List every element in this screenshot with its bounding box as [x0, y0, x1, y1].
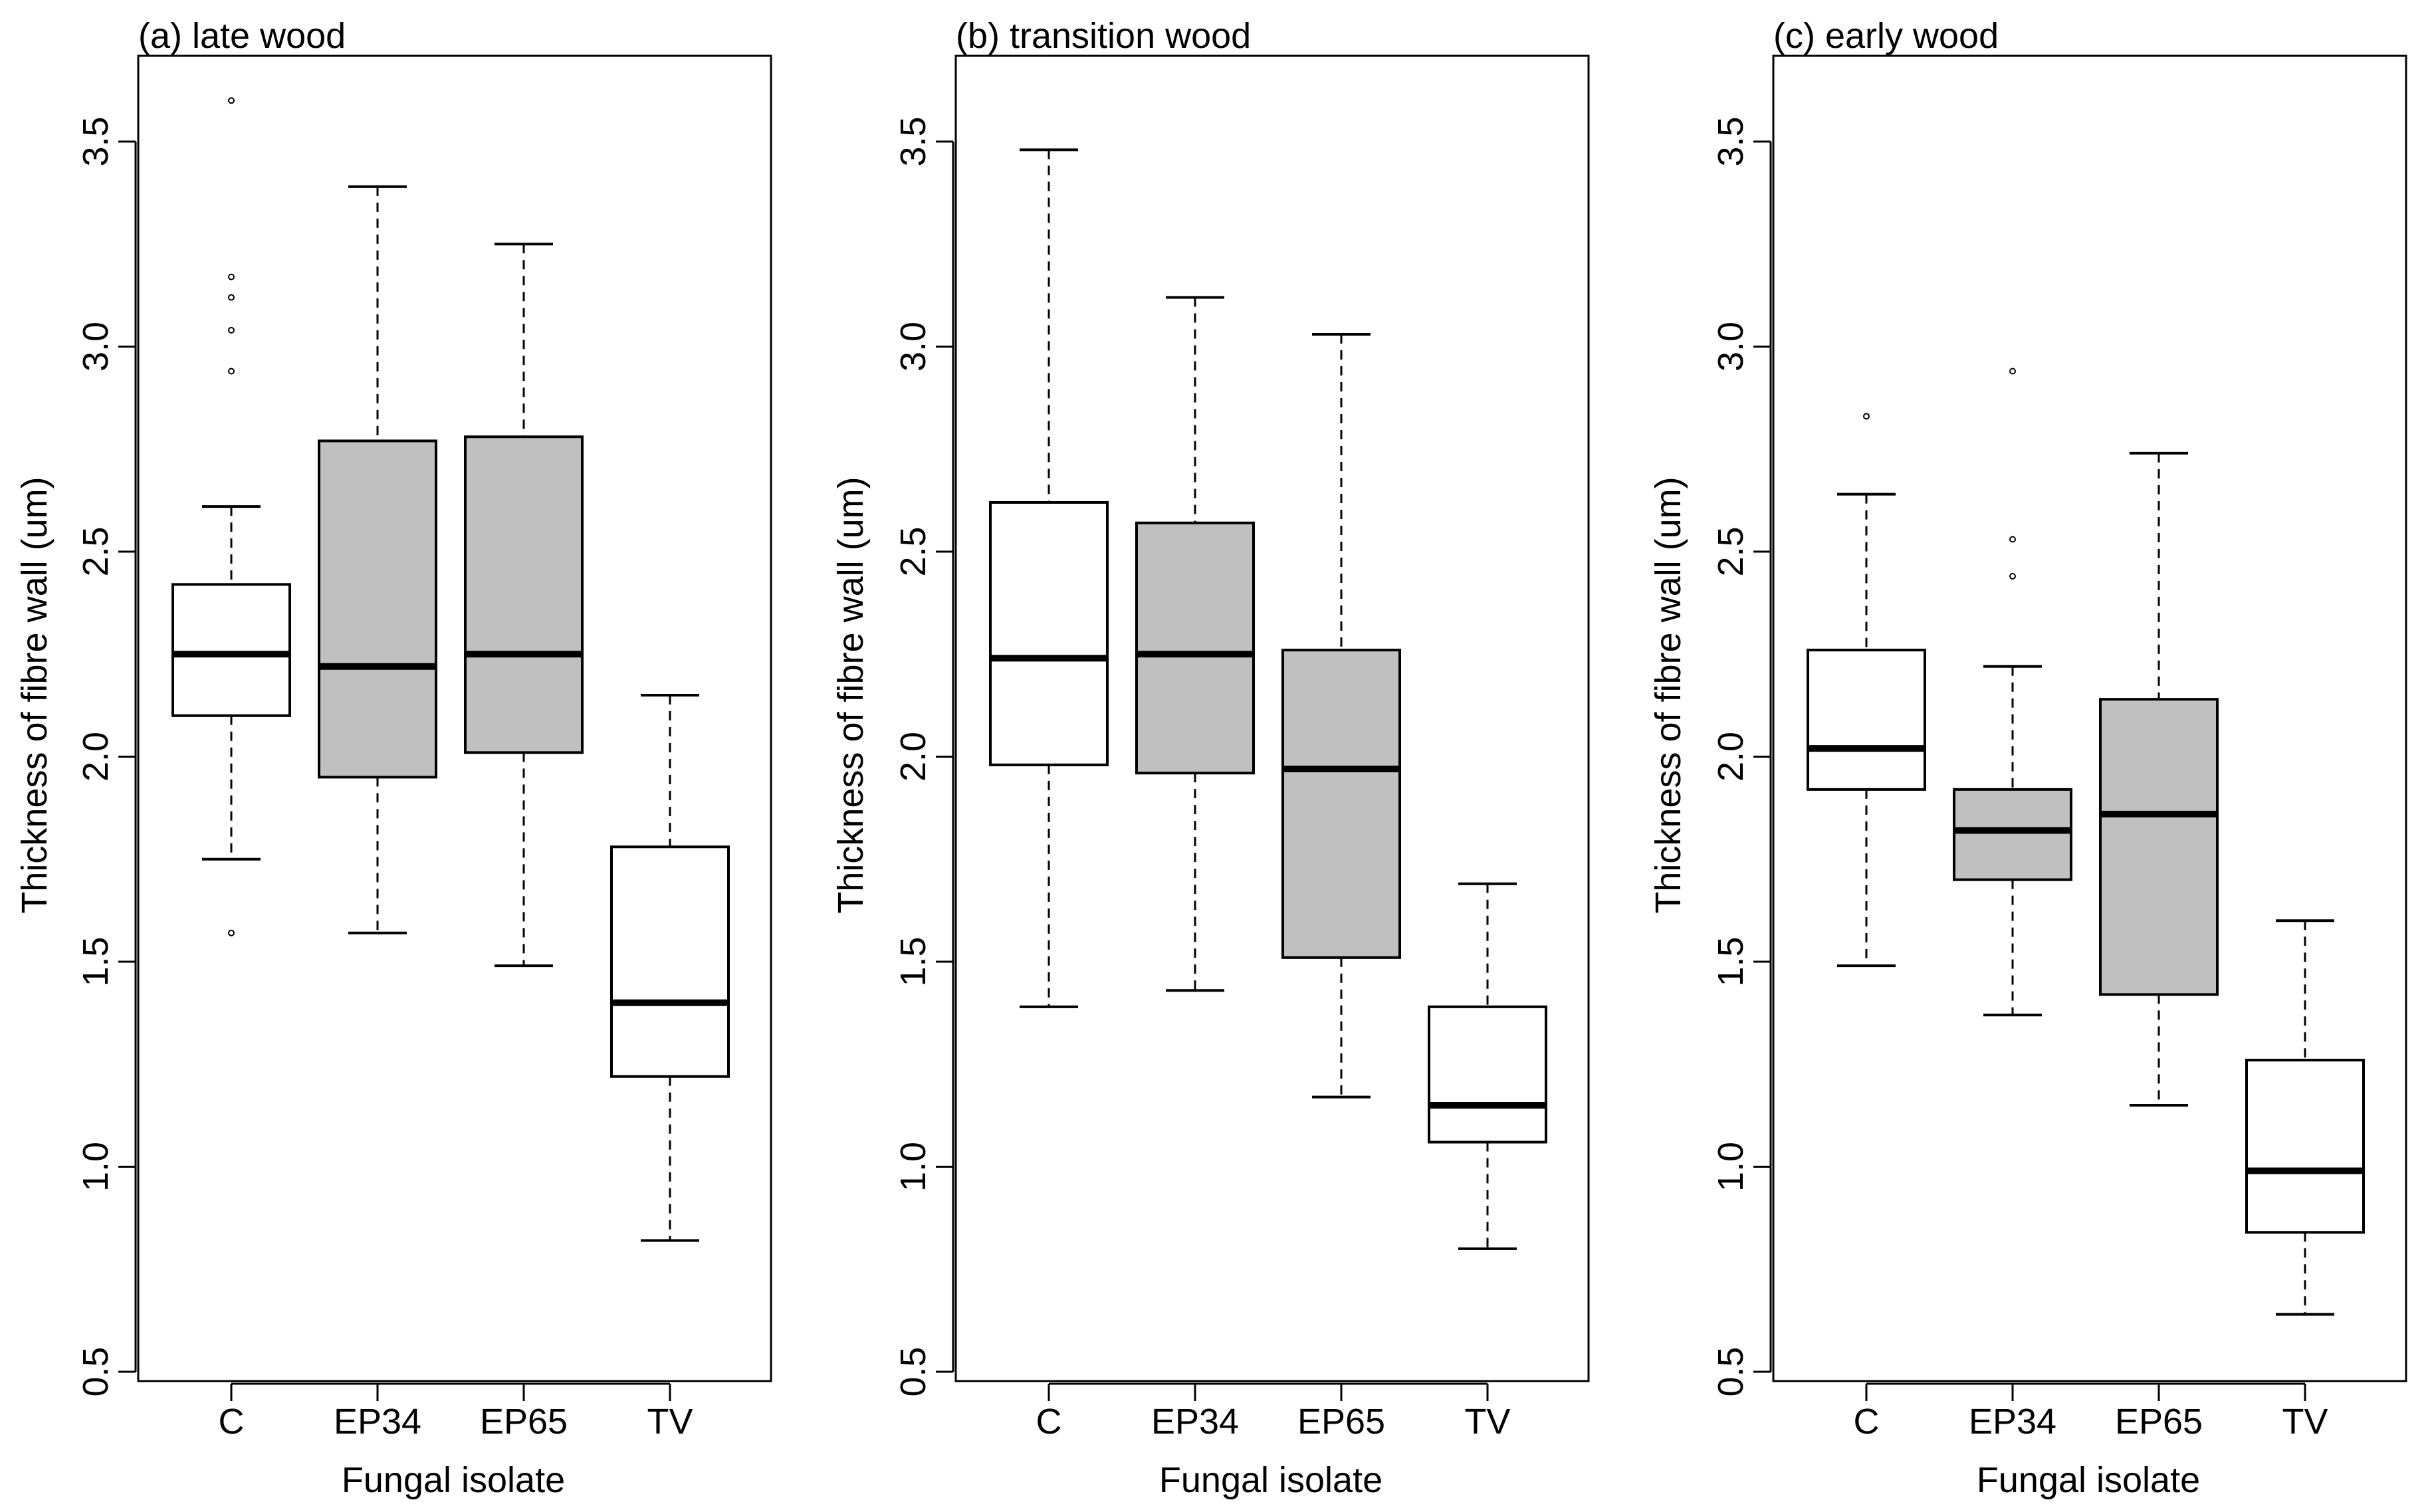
- outlier-point: [2009, 536, 2016, 543]
- x-tick-label: EP65: [1297, 1402, 1385, 1442]
- x-tick-label: EP34: [334, 1402, 421, 1442]
- y-tick-label: 0.5: [893, 1347, 933, 1396]
- y-tick-label: 2.5: [76, 526, 116, 576]
- y-axis-label: Thickness of fibre wall (um): [831, 477, 871, 913]
- y-tick-label: 2.0: [1711, 732, 1751, 782]
- y-tick-label: 3.0: [893, 322, 933, 372]
- iqr-box: [989, 500, 1109, 766]
- box-c: [1807, 413, 1926, 968]
- outlier-point: [228, 368, 235, 375]
- y-tick-label: 2.0: [76, 732, 116, 782]
- box-ep34: [1953, 368, 2072, 1017]
- y-tick-label: 3.5: [1711, 116, 1751, 166]
- box-tv: [2245, 919, 2365, 1316]
- outlier-point: [228, 97, 235, 104]
- panel-title: (c) early wood: [1773, 16, 1999, 56]
- y-tick-label: 2.0: [893, 732, 933, 782]
- panel-0: (a) late wood 0.5 1.0 1.5 2.0 2.5 3.0 3.5 Thickn…: [15, 16, 772, 1500]
- box-ep65: [464, 243, 584, 968]
- panel-title: (a) late wood: [138, 16, 346, 56]
- x-tick-label: EP34: [1969, 1402, 2056, 1442]
- iqr-box: [1807, 649, 1926, 791]
- x-axis-label: Fungal isolate: [1977, 1460, 2200, 1500]
- plot-frame: [137, 54, 772, 1382]
- x-tick-label: C: [1036, 1402, 1062, 1442]
- box-c: [171, 97, 291, 936]
- y-tick-label: 1.0: [893, 1142, 933, 1192]
- x-tick-label: TV: [647, 1402, 693, 1442]
- x-tick-label: TV: [1464, 1402, 1510, 1442]
- x-tick-label: EP65: [2115, 1402, 2203, 1442]
- y-axis-label: Thickness of fibre wall (um): [15, 477, 55, 913]
- plot-frame: [954, 54, 1590, 1382]
- outlier-point: [1863, 413, 1870, 420]
- panel-1: (b) transition wood 0.5 1.0 1.5 2.0 2.5 3.0 3.5…: [831, 16, 1590, 1500]
- y-tick-label: 3.5: [76, 116, 116, 166]
- x-tick-label: EP34: [1151, 1402, 1239, 1442]
- box-ep65: [1281, 332, 1401, 1099]
- panel-title: (b) transition wood: [956, 16, 1251, 56]
- iqr-box: [464, 435, 584, 754]
- box-c: [989, 148, 1109, 1008]
- box-tv: [610, 693, 730, 1242]
- y-tick-label: 0.5: [1711, 1347, 1751, 1396]
- outlier-point: [228, 929, 235, 936]
- y-tick-label: 2.5: [1711, 526, 1751, 576]
- box-ep34: [1135, 296, 1255, 992]
- iqr-box: [1953, 788, 2072, 881]
- y-tick-label: 3.0: [1711, 322, 1751, 372]
- box-tv: [1428, 882, 1547, 1250]
- iqr-box: [2099, 698, 2219, 996]
- iqr-box: [1281, 649, 1401, 959]
- y-tick-label: 1.5: [76, 936, 116, 986]
- iqr-box: [171, 583, 291, 717]
- y-tick-label: 1.5: [893, 936, 933, 986]
- y-tick-label: 1.0: [76, 1142, 116, 1192]
- y-tick-label: 0.5: [76, 1347, 116, 1396]
- x-tick-label: TV: [2282, 1402, 2328, 1442]
- outlier-point: [2009, 368, 2016, 375]
- y-tick-label: 3.5: [893, 116, 933, 166]
- y-tick-label: 3.0: [76, 322, 116, 372]
- box-ep65: [2099, 451, 2219, 1107]
- iqr-box: [1428, 1005, 1547, 1144]
- y-tick-label: 1.0: [1711, 1142, 1751, 1192]
- panel-2: (c) early wood 0.5 1.0 1.5 2.0 2.5 3.0 3.5 Thick…: [1648, 16, 2407, 1500]
- x-tick-label: EP65: [480, 1402, 568, 1442]
- iqr-box: [610, 845, 730, 1078]
- y-tick-label: 2.5: [893, 526, 933, 576]
- outlier-point: [228, 326, 235, 334]
- outlier-point: [228, 294, 235, 301]
- iqr-box: [318, 439, 437, 779]
- x-tick-label: C: [1854, 1402, 1880, 1442]
- outlier-point: [2009, 573, 2016, 580]
- outlier-point: [228, 273, 235, 280]
- x-axis-label: Fungal isolate: [1159, 1460, 1382, 1500]
- box-ep34: [318, 185, 437, 934]
- iqr-box: [2245, 1059, 2365, 1234]
- y-axis-label: Thickness of fibre wall (um): [1648, 477, 1688, 913]
- y-tick-label: 1.5: [1711, 936, 1751, 986]
- x-tick-label: C: [219, 1402, 245, 1442]
- plot-frame: [1772, 54, 2407, 1382]
- x-axis-label: Fungal isolate: [342, 1460, 565, 1500]
- iqr-box: [1135, 521, 1255, 775]
